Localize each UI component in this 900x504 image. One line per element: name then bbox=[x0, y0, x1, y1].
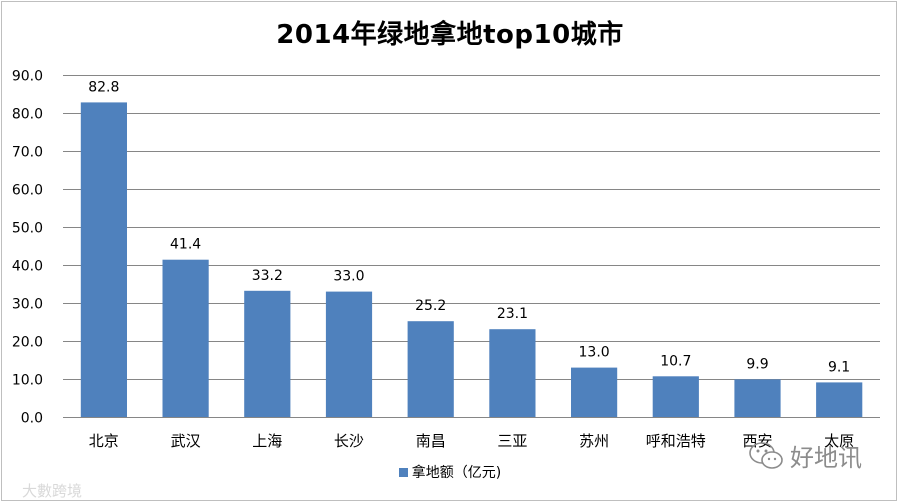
y-tick-label: 50.0 bbox=[12, 221, 43, 237]
x-category-label: 呼和浩特 bbox=[646, 432, 706, 450]
y-tick-label: 80.0 bbox=[12, 107, 43, 123]
data-label: 33.2 bbox=[252, 268, 283, 284]
x-category-label: 上海 bbox=[252, 432, 282, 450]
x-category-label: 武汉 bbox=[171, 432, 201, 450]
legend-swatch bbox=[398, 467, 408, 477]
wechat-icon bbox=[749, 441, 783, 469]
data-label: 82.8 bbox=[88, 79, 119, 95]
x-category-label: 南昌 bbox=[416, 432, 446, 450]
watermark-left: 大數跨境 bbox=[22, 482, 83, 500]
data-label: 9.9 bbox=[746, 356, 768, 372]
bar bbox=[80, 102, 127, 418]
bars bbox=[80, 102, 863, 418]
legend: 拿地额（亿元) bbox=[0, 462, 900, 482]
y-tick-label: 0.0 bbox=[21, 411, 43, 427]
x-category-label: 三亚 bbox=[497, 432, 527, 450]
x-category-label: 苏州 bbox=[579, 432, 609, 450]
bar bbox=[571, 367, 618, 417]
x-category-label: 西安 bbox=[742, 432, 772, 450]
x-category-label: 长沙 bbox=[334, 432, 364, 450]
y-tick-label: 60.0 bbox=[12, 183, 43, 199]
bar bbox=[162, 259, 209, 417]
bar bbox=[734, 379, 781, 417]
bar bbox=[407, 321, 454, 417]
y-tick-label: 10.0 bbox=[12, 373, 43, 389]
data-label: 9.1 bbox=[828, 359, 850, 375]
watermark-right-text: 好地讯 bbox=[790, 444, 862, 472]
y-tick-label: 20.0 bbox=[12, 335, 43, 351]
bar bbox=[325, 291, 373, 417]
bar bbox=[816, 382, 863, 417]
data-label: 23.1 bbox=[497, 306, 528, 322]
bar bbox=[244, 290, 291, 417]
y-tick-label: 90.0 bbox=[12, 69, 43, 85]
x-axis-categories: 北京 武汉 上海 长沙 南昌 三亚 苏州 呼和浩特 西安 太原 bbox=[89, 432, 854, 450]
data-label: 33.0 bbox=[333, 269, 364, 285]
x-category-label: 北京 bbox=[89, 432, 119, 450]
data-label: 13.0 bbox=[579, 345, 610, 361]
watermark-right: 好地讯 bbox=[748, 438, 862, 473]
bar bbox=[652, 376, 699, 417]
data-labels: 82.8 41.4 33.2 33.0 25.2 23.1 13.0 10.7 9.9 9.1 bbox=[88, 79, 850, 375]
y-tick-label: 40.0 bbox=[12, 259, 43, 275]
x-category-label: 太原 bbox=[824, 432, 854, 450]
legend-label: 拿地额（亿元) bbox=[411, 465, 502, 481]
bar bbox=[489, 329, 536, 417]
chart-title: 2014年绿地拿地top10城市 bbox=[276, 20, 624, 50]
data-label: 41.4 bbox=[170, 237, 201, 253]
data-label: 25.2 bbox=[415, 298, 446, 314]
data-label: 10.7 bbox=[660, 353, 691, 369]
y-axis-ticks: 0.0 10.0 20.0 30.0 40.0 50.0 60.0 70.0 80.0 90.0 bbox=[12, 69, 43, 427]
y-tick-label: 30.0 bbox=[12, 297, 43, 313]
y-tick-label: 70.0 bbox=[12, 145, 43, 161]
